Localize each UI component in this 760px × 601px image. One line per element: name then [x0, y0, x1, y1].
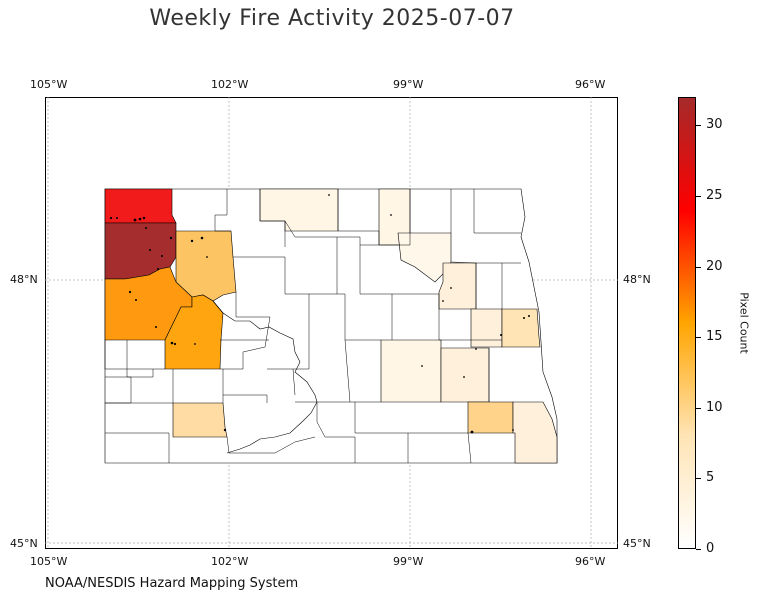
colorbar-tick-mark	[696, 549, 701, 550]
county-southwest	[172, 402, 228, 438]
colorbar-tick-label: 30	[706, 117, 723, 133]
lon-tick-top-96: 96°W	[575, 78, 606, 91]
colorbar-label: Pixel Count	[737, 292, 751, 354]
county-northwest-corner	[104, 188, 177, 224]
colorbar-tick-label: 5	[706, 470, 715, 486]
lon-tick-top-99: 99°W	[393, 78, 424, 91]
colorbar-tick-mark	[696, 266, 701, 268]
colorbar-tick-label: 10	[706, 399, 723, 415]
source-credit: NOAA/NESDIS Hazard Mapping System	[45, 576, 299, 591]
lon-tick-bottom-102: 102°W	[211, 555, 249, 568]
colorbar-tick-label: 25	[706, 187, 723, 203]
map-canvas	[45, 97, 618, 549]
county-south-central	[380, 339, 442, 403]
county-east-central	[470, 308, 503, 348]
colorbar-tick-mark	[696, 478, 701, 480]
fire-detections	[109, 194, 530, 434]
lat-tick-left-48: 48°N	[10, 273, 38, 286]
county-boundaries	[104, 189, 521, 464]
lon-tick-top-105: 105°W	[30, 78, 68, 91]
county-northeast-central	[397, 232, 452, 283]
county-east	[501, 308, 541, 348]
lon-tick-bottom-105: 105°W	[30, 555, 68, 568]
lon-tick-top-102: 102°W	[211, 78, 249, 91]
lat-tick-right-45: 45°N	[623, 537, 651, 550]
county-southeast-central	[440, 347, 490, 403]
lon-tick-bottom-99: 99°W	[393, 555, 424, 568]
county-southeast-corner	[512, 401, 558, 464]
counties	[104, 188, 558, 464]
river-boundary	[212, 300, 318, 403]
colorbar-tick-label: 20	[706, 258, 723, 274]
colorbar-tick-label: 15	[706, 329, 723, 345]
colorbar-tick-mark	[696, 125, 701, 127]
colorbar	[678, 97, 696, 549]
colorbar-tick-mark	[696, 337, 701, 339]
map-panel	[45, 97, 618, 549]
county-east-central-north	[438, 262, 477, 310]
chart-title: Weekly Fire Activity 2025-07-07	[149, 6, 515, 31]
colorbar-tick-mark	[696, 407, 701, 409]
lon-tick-bottom-96: 96°W	[575, 555, 606, 568]
lat-tick-left-45: 45°N	[10, 537, 38, 550]
colorbar-tick-label: 0	[706, 541, 715, 556]
lat-tick-right-48: 48°N	[623, 273, 651, 286]
county-southeast	[467, 401, 514, 434]
river-boundary-south	[226, 401, 318, 454]
colorbar-tick-mark	[696, 195, 701, 197]
